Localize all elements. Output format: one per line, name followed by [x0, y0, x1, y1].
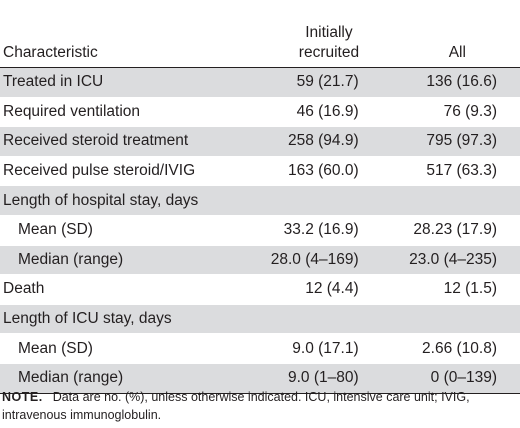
- table-body: Treated in ICU 59 (21.7) 136 (16.6) Require…: [0, 67, 520, 394]
- cell-initially-recruited: 163 (60.0): [263, 156, 395, 187]
- cell-initially-recruited: 9.0 (1–80): [263, 363, 395, 394]
- table-row: Death 12 (4.4) 12 (1.5): [0, 274, 520, 305]
- table-row: Mean (SD) 33.2 (16.9) 28.23 (17.9): [0, 215, 520, 246]
- cell-all: 23.0 (4–235): [394, 245, 520, 276]
- row-label: Death: [0, 274, 264, 305]
- header-initially-line2: recruited: [298, 44, 360, 61]
- row-label: Mean (SD): [0, 333, 264, 364]
- row-label: Required ventilation: [0, 97, 264, 128]
- table-row: Required ventilation 46 (16.9) 76 (9.3): [0, 97, 520, 128]
- cell-all: 2.66 (10.8): [394, 333, 520, 364]
- cell-all: 12 (1.5): [394, 274, 520, 305]
- cell-all: 76 (9.3): [394, 97, 520, 128]
- table-row: Treated in ICU 59 (21.7) 136 (16.6): [0, 67, 520, 98]
- header-characteristic: Characteristic: [0, 0, 264, 68]
- cell-initially-recruited: 9.0 (17.1): [263, 333, 395, 364]
- header-row: Characteristic Initially recruited All: [0, 0, 520, 68]
- cell-all: 795 (97.3): [394, 126, 520, 157]
- row-label: Received steroid treatment: [0, 126, 264, 157]
- row-label: Length of ICU stay, days: [0, 304, 264, 335]
- table-note: NOTE. Data are no. (%), unless otherwise …: [0, 388, 520, 424]
- cell-all: 517 (63.3): [394, 156, 520, 187]
- cell-initially-recruited: 59 (21.7): [263, 67, 395, 98]
- table-row: Length of hospital stay, days: [0, 185, 520, 216]
- row-label: Median (range): [0, 363, 264, 394]
- table-row: Received pulse steroid/IVIG 163 (60.0) 517…: [0, 156, 520, 187]
- note-label: NOTE.: [2, 390, 43, 404]
- row-label: Median (range): [0, 245, 264, 276]
- cell-initially-recruited: 28.0 (4–169): [263, 245, 395, 276]
- cell-initially-recruited: [263, 185, 395, 216]
- header-initially-recruited: Initially recruited: [263, 0, 395, 68]
- cell-all: 28.23 (17.9): [394, 215, 520, 246]
- note-text: Data are no. (%), unless otherwise indic…: [2, 390, 470, 422]
- header-all: All: [394, 0, 520, 68]
- cell-initially-recruited: 33.2 (16.9): [263, 215, 395, 246]
- cell-initially-recruited: 258 (94.9): [263, 126, 395, 157]
- cell-all: [394, 304, 520, 335]
- cell-all: 0 (0–139): [394, 363, 520, 394]
- table-row: Mean (SD) 9.0 (17.1) 2.66 (10.8): [0, 333, 520, 364]
- cell-initially-recruited: 12 (4.4): [263, 274, 395, 305]
- table-row: Median (range) 28.0 (4–169) 23.0 (4–235): [0, 245, 520, 276]
- row-label: Treated in ICU: [0, 67, 264, 98]
- outcomes-table: Characteristic Initially recruited All T…: [0, 0, 520, 394]
- cell-all: [394, 185, 520, 216]
- row-label: Mean (SD): [0, 215, 264, 246]
- table-row: Received steroid treatment 258 (94.9) 795 …: [0, 126, 520, 157]
- cell-initially-recruited: 46 (16.9): [263, 97, 395, 128]
- row-label: Received pulse steroid/IVIG: [0, 156, 264, 187]
- cell-initially-recruited: [263, 304, 395, 335]
- row-label: Length of hospital stay, days: [0, 185, 264, 216]
- table-row: Length of ICU stay, days: [0, 304, 520, 335]
- table-row: Median (range) 9.0 (1–80) 0 (0–139): [0, 363, 520, 394]
- header-initially-line1: Initially: [305, 24, 353, 41]
- cell-all: 136 (16.6): [394, 67, 520, 98]
